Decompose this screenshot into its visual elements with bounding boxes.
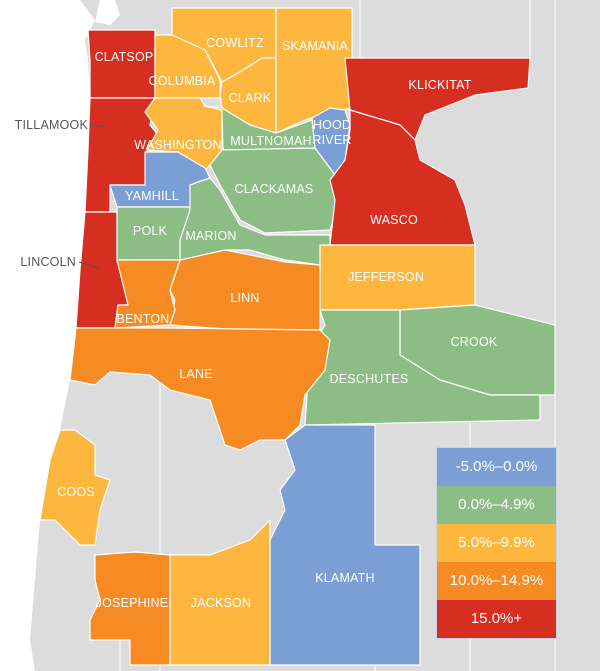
river-mouth	[80, 0, 120, 25]
county-clatsop[interactable]	[87, 29, 156, 99]
county-washington[interactable]	[144, 97, 223, 171]
county-label-clackamas: CLACKAMAS	[235, 182, 314, 196]
county-label-marion: MARION	[185, 229, 236, 243]
legend-item: 15.0%+	[437, 600, 556, 638]
county-label-crook: CROOK	[451, 335, 498, 349]
county-label-columbia: COLUMBIA	[149, 74, 216, 88]
legend: -5.0%–0.0% 0.0%–4.9% 5.0%–9.9% 10.0%–14.9% 1…	[436, 447, 557, 639]
leader-line	[89, 123, 104, 128]
county-marion[interactable]	[179, 177, 331, 266]
county-label-hood-river: RIVER	[312, 133, 351, 147]
county-label-benton: BENTON	[116, 312, 169, 326]
county-label-lincoln: LINCOLN	[20, 255, 76, 269]
county-label-josephine: JOSEPHINE	[96, 596, 169, 610]
county-label-jackson: JACKSON	[191, 596, 251, 610]
county-josephine[interactable]	[89, 551, 171, 666]
county-coos[interactable]	[39, 429, 111, 546]
county-label-multnomah: MULTNOMAH	[230, 134, 311, 148]
county-label-jefferson: JEFFERSON	[348, 270, 424, 284]
county-label-cowlitz: COWLITZ	[206, 36, 264, 50]
county-label-skamania: SKAMANIA	[282, 39, 349, 53]
county-label-lane: LANE	[179, 367, 212, 381]
county-label-tillamook: TILLAMOOK	[15, 118, 89, 132]
county-label-washington: WASHINGTON	[134, 138, 221, 152]
legend-item: 10.0%–14.9%	[437, 562, 556, 600]
county-label-coos: COOS	[57, 485, 95, 499]
county-label-clatsop: CLATSOP	[95, 50, 154, 64]
county-lane[interactable]	[69, 327, 331, 451]
county-label-linn: LINN	[230, 291, 259, 305]
county-label-hood-river: HOOD	[313, 118, 351, 132]
county-label-yamhill: YAMHILL	[125, 189, 179, 203]
county-label-klickitat: KLICKITAT	[408, 78, 471, 92]
county-label-polk: POLK	[133, 224, 168, 238]
county-benton[interactable]	[114, 259, 181, 329]
county-label-clark: CLARK	[229, 91, 272, 105]
leader-line	[78, 261, 100, 269]
county-label-klamath: KLAMATH	[315, 571, 375, 585]
county-label-wasco: WASCO	[370, 213, 418, 227]
legend-item: -5.0%–0.0%	[437, 448, 556, 486]
legend-item: 5.0%–9.9%	[437, 524, 556, 562]
county-label-deschutes: DESCHUTES	[330, 372, 409, 386]
ocean	[0, 0, 95, 671]
legend-item: 0.0%–4.9%	[437, 486, 556, 524]
